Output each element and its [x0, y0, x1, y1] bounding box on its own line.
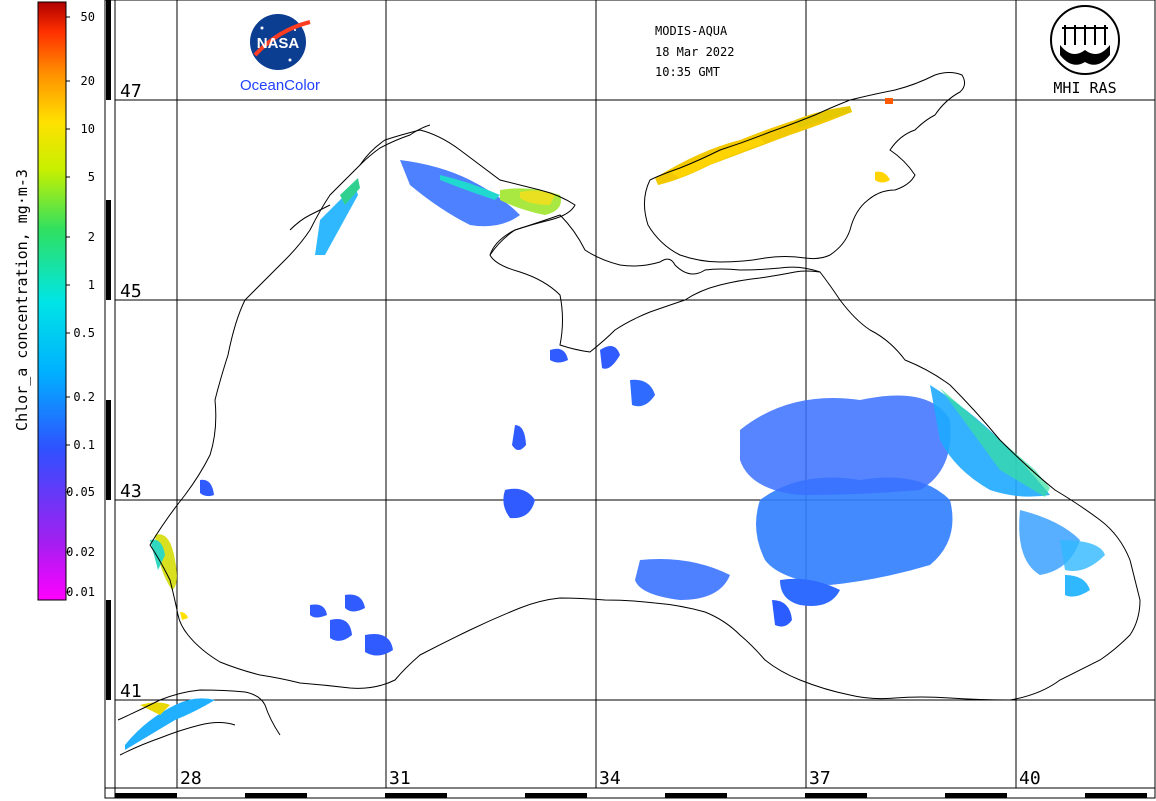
date-label: 18 Mar 2022 [655, 45, 734, 59]
colorbar-tick-label: 50 [81, 10, 95, 24]
lon-label-37: 37 [809, 768, 831, 789]
nasa-logo-text: NASA [257, 35, 300, 52]
coastline [117, 72, 1141, 756]
lon-label-31: 31 [389, 768, 411, 789]
mhi-ras-label: MHI RAS [1053, 79, 1116, 97]
lon-label-40: 40 [1019, 768, 1041, 789]
lat-label-45: 45 [120, 281, 142, 302]
lat-label-43: 43 [120, 481, 142, 502]
lon-label-28: 28 [180, 768, 202, 789]
colorbar-tick-label: 20 [81, 74, 95, 88]
lat-label-41: 41 [120, 681, 142, 702]
colorbar-tick-label: 0.02 [66, 545, 95, 559]
nasa-logo: NASA [250, 14, 311, 70]
oceancolor-label: OceanColor [240, 77, 320, 94]
colorbar-ticks: 50 20 10 5 2 1 0.5 0.2 0.1 0.05 0.02 0.01 [66, 10, 95, 599]
map-frame [104, 0, 1156, 799]
colorbar-tick-label: 1 [88, 278, 95, 292]
colorbar-tick-label: 10 [81, 122, 95, 136]
colorbar-tick-label: 2 [88, 230, 95, 244]
colorbar-tick-label: 0.1 [73, 438, 95, 452]
colorbar-tick-label: 0.2 [73, 390, 95, 404]
colorbar-gradient [37, 1, 67, 601]
time-label: 10:35 GMT [655, 65, 720, 79]
chlorophyll-patches [125, 98, 1105, 750]
graticule [115, 0, 1155, 788]
mhi-ras-logo [1050, 5, 1120, 75]
satellite-label: MODIS-AQUA [655, 24, 728, 38]
lat-label-47: 47 [120, 81, 142, 102]
colorbar-tick-label: 5 [88, 170, 95, 184]
colorbar-tick-label: 0.5 [73, 326, 95, 340]
colorbar-tick-label: 0.05 [66, 485, 95, 499]
lon-label-34: 34 [599, 768, 621, 789]
colorbar-tick-label: 0.01 [66, 585, 95, 599]
colorbar-title: Chlor_a concentration, mg·m-3 [13, 169, 31, 431]
